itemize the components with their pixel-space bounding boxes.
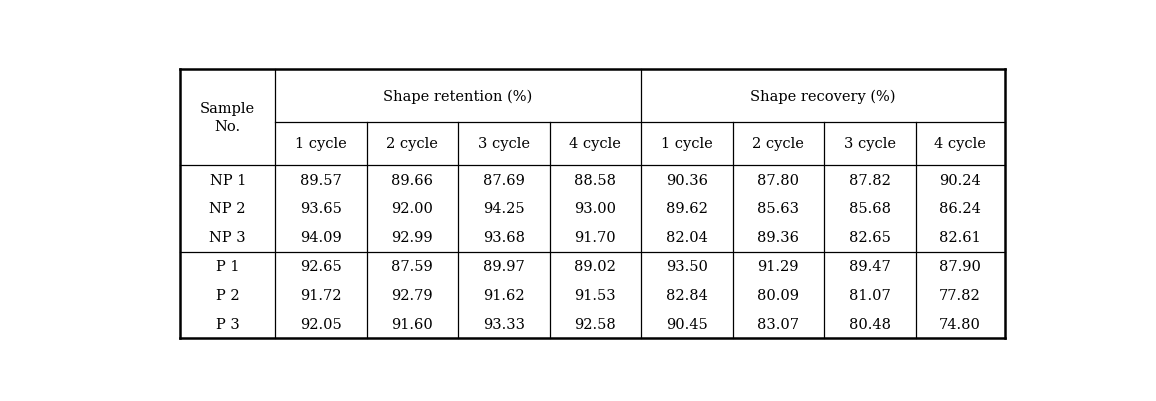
Text: Shape recovery (%): Shape recovery (%) [750,89,896,103]
Text: 82.84: 82.84 [666,288,707,302]
Text: 1 cycle: 1 cycle [295,137,347,151]
Text: 85.68: 85.68 [849,202,891,216]
Text: 90.45: 90.45 [666,317,707,331]
Text: 89.66: 89.66 [392,173,434,187]
Text: 87.82: 87.82 [849,173,891,187]
Text: 87.69: 87.69 [483,173,525,187]
Text: 89.97: 89.97 [483,259,525,273]
Text: 92.99: 92.99 [392,231,434,245]
Text: 91.53: 91.53 [575,288,616,302]
Text: 90.36: 90.36 [666,173,707,187]
Text: 92.65: 92.65 [301,259,342,273]
Text: 87.80: 87.80 [757,173,799,187]
Text: P 2: P 2 [216,288,239,302]
Text: 1 cycle: 1 cycle [661,137,713,151]
Text: 93.65: 93.65 [299,202,342,216]
Text: 2 cycle: 2 cycle [386,137,438,151]
Text: 74.80: 74.80 [939,317,981,331]
Text: NP 2: NP 2 [209,202,246,216]
Text: 83.07: 83.07 [757,317,799,331]
Text: 92.00: 92.00 [392,202,434,216]
Text: 93.50: 93.50 [666,259,707,273]
Text: 80.09: 80.09 [757,288,799,302]
Text: Shape retention (%): Shape retention (%) [384,89,533,103]
Text: P 1: P 1 [216,259,239,273]
Text: Sample
No.: Sample No. [200,102,255,133]
Text: 93.68: 93.68 [483,231,525,245]
Text: 89.57: 89.57 [301,173,342,187]
Text: 94.25: 94.25 [483,202,525,216]
Text: 91.60: 91.60 [392,317,434,331]
Text: 3 cycle: 3 cycle [844,137,896,151]
Text: 80.48: 80.48 [849,317,891,331]
Text: 4 cycle: 4 cycle [570,137,621,151]
Text: 85.63: 85.63 [757,202,799,216]
Text: 92.79: 92.79 [392,288,434,302]
Text: 82.04: 82.04 [666,231,707,245]
Text: 91.72: 91.72 [301,288,342,302]
Text: NP 3: NP 3 [209,231,246,245]
Text: 89.36: 89.36 [757,231,799,245]
Text: 4 cycle: 4 cycle [934,137,986,151]
Text: 91.70: 91.70 [575,231,616,245]
Text: NP 1: NP 1 [209,173,246,187]
Text: 82.61: 82.61 [939,231,981,245]
Text: 89.47: 89.47 [849,259,890,273]
Text: 93.33: 93.33 [483,317,525,331]
Text: 87.59: 87.59 [392,259,434,273]
Text: 87.90: 87.90 [939,259,981,273]
Text: 88.58: 88.58 [575,173,616,187]
Text: 81.07: 81.07 [849,288,890,302]
Text: 94.09: 94.09 [301,231,342,245]
Text: 92.05: 92.05 [301,317,342,331]
Text: 93.00: 93.00 [575,202,616,216]
Text: 92.58: 92.58 [575,317,616,331]
Text: 89.62: 89.62 [666,202,707,216]
Text: 3 cycle: 3 cycle [477,137,529,151]
Text: 90.24: 90.24 [939,173,981,187]
Text: P 3: P 3 [216,317,239,331]
Text: 86.24: 86.24 [939,202,981,216]
Text: 89.02: 89.02 [575,259,616,273]
Text: 2 cycle: 2 cycle [753,137,805,151]
Text: 82.65: 82.65 [849,231,891,245]
Text: 91.29: 91.29 [757,259,799,273]
Text: 77.82: 77.82 [939,288,981,302]
Text: 91.62: 91.62 [483,288,525,302]
